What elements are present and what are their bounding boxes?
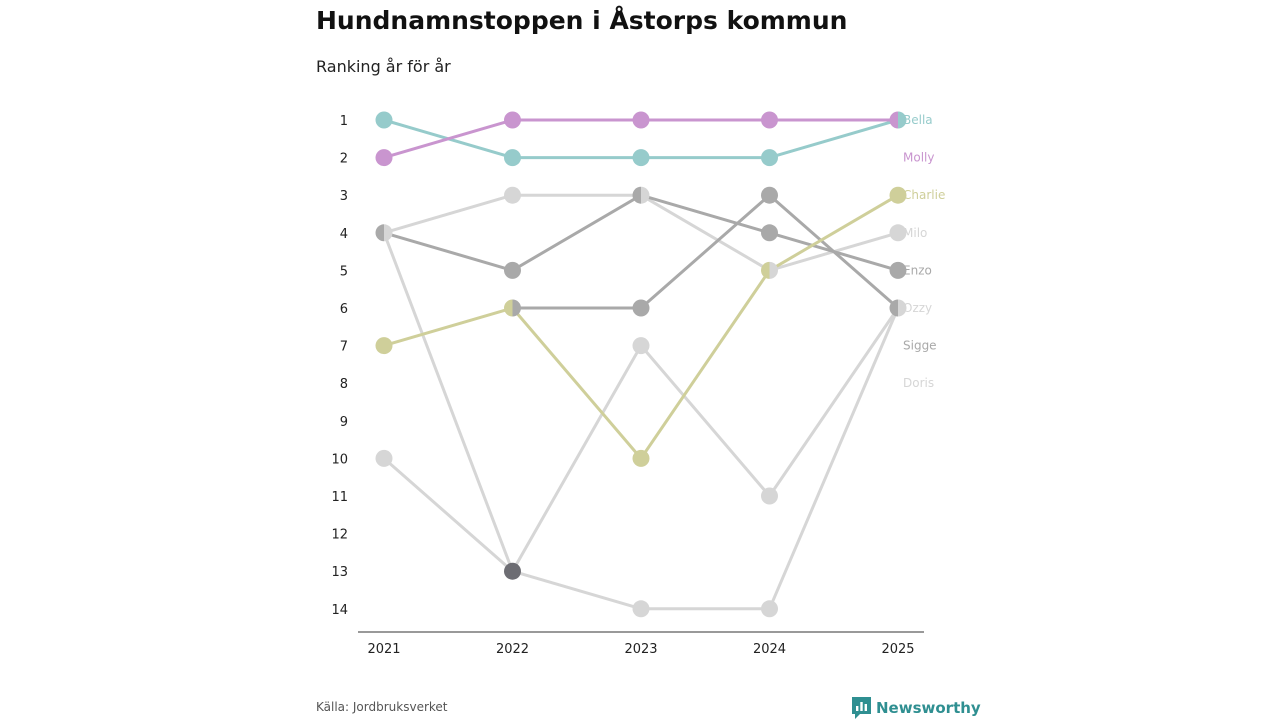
data-point: [889, 186, 907, 204]
y-tick-label: 14: [331, 603, 348, 618]
series-label-milo: Milo: [903, 226, 927, 240]
y-tick-label: 9: [340, 415, 348, 430]
data-point: [375, 149, 393, 167]
bar-chart-icon: [852, 697, 871, 719]
data-point: [889, 111, 898, 129]
data-point: [761, 487, 778, 505]
series-line-ozzy: [511, 193, 900, 310]
data-point: [889, 261, 907, 279]
y-tick-label: 12: [331, 528, 348, 543]
data-point: [761, 186, 778, 204]
series-label-bella: Bella: [903, 113, 933, 127]
brand-logo[interactable]: Newsworthy: [852, 697, 981, 719]
y-tick-label: 11: [331, 490, 348, 505]
series-labels: Bella Molly Charlie Milo Enzo Ozzy Sigge Doris: [903, 113, 945, 390]
y-tick-label: 10: [331, 452, 348, 467]
series-points: [375, 111, 907, 618]
series-label-enzo: Enzo: [903, 263, 932, 277]
data-point: [632, 449, 650, 467]
x-tick-label: 2023: [624, 642, 657, 657]
data-point: [761, 224, 778, 242]
data-point: [632, 299, 650, 317]
data-point: [504, 149, 521, 167]
data-point: [761, 149, 778, 167]
x-tick-label: 2022: [496, 642, 529, 657]
y-tick-label: 2: [340, 152, 348, 167]
data-point: [384, 224, 393, 242]
y-tick-label: 6: [340, 302, 348, 317]
data-point: [761, 261, 770, 279]
x-tick-label: 2021: [367, 642, 400, 657]
y-tick-label: 5: [340, 264, 348, 279]
data-point: [375, 111, 393, 129]
series-label-sigge: Sigge: [903, 339, 937, 353]
y-tick-label: 1: [340, 114, 348, 129]
chart-subtitle: Ranking år för år: [316, 57, 451, 76]
data-point: [632, 149, 650, 167]
data-point: [898, 299, 907, 317]
y-tick-label: 3: [340, 189, 348, 204]
data-point: [889, 299, 898, 317]
data-point: [504, 261, 521, 279]
data-point: [504, 186, 521, 204]
y-tick-label: 13: [331, 565, 348, 580]
x-axis: 2021 2022 2023 2024 2025: [358, 631, 924, 657]
data-point: [375, 337, 393, 355]
data-point: [375, 224, 384, 242]
x-tick-label: 2024: [753, 642, 786, 657]
series-line-milo: [382, 193, 900, 272]
series-label-ozzy: Ozzy: [903, 301, 932, 315]
x-tick-label: 2025: [881, 642, 914, 657]
data-point: [761, 111, 778, 129]
data-point: [641, 186, 650, 204]
data-point: [504, 111, 521, 129]
data-point: [769, 261, 778, 279]
data-point: [761, 600, 778, 618]
data-point: [632, 600, 650, 618]
data-point: [375, 449, 393, 467]
data-point: [898, 111, 907, 129]
chart-title: Hundnamnstoppen i Åstorps kommun: [316, 6, 848, 35]
data-point: [889, 224, 907, 242]
y-tick-label: 7: [340, 340, 348, 355]
series-label-charlie: Charlie: [903, 188, 945, 202]
data-point: [512, 299, 521, 317]
data-point: [504, 562, 521, 580]
series-label-doris: Doris: [903, 376, 934, 390]
data-point: [632, 111, 650, 129]
source-note: Källa: Jordbruksverket: [316, 700, 448, 714]
data-point: [504, 299, 513, 317]
series-line-sigge: [382, 231, 900, 573]
series-line-enzo: [382, 193, 900, 272]
y-tick-label: 4: [340, 227, 348, 242]
data-point: [632, 186, 641, 204]
series-label-molly: Molly: [903, 151, 934, 165]
y-tick-label: 8: [340, 377, 348, 392]
data-point: [632, 337, 650, 355]
brand-name: Newsworthy: [876, 699, 981, 717]
